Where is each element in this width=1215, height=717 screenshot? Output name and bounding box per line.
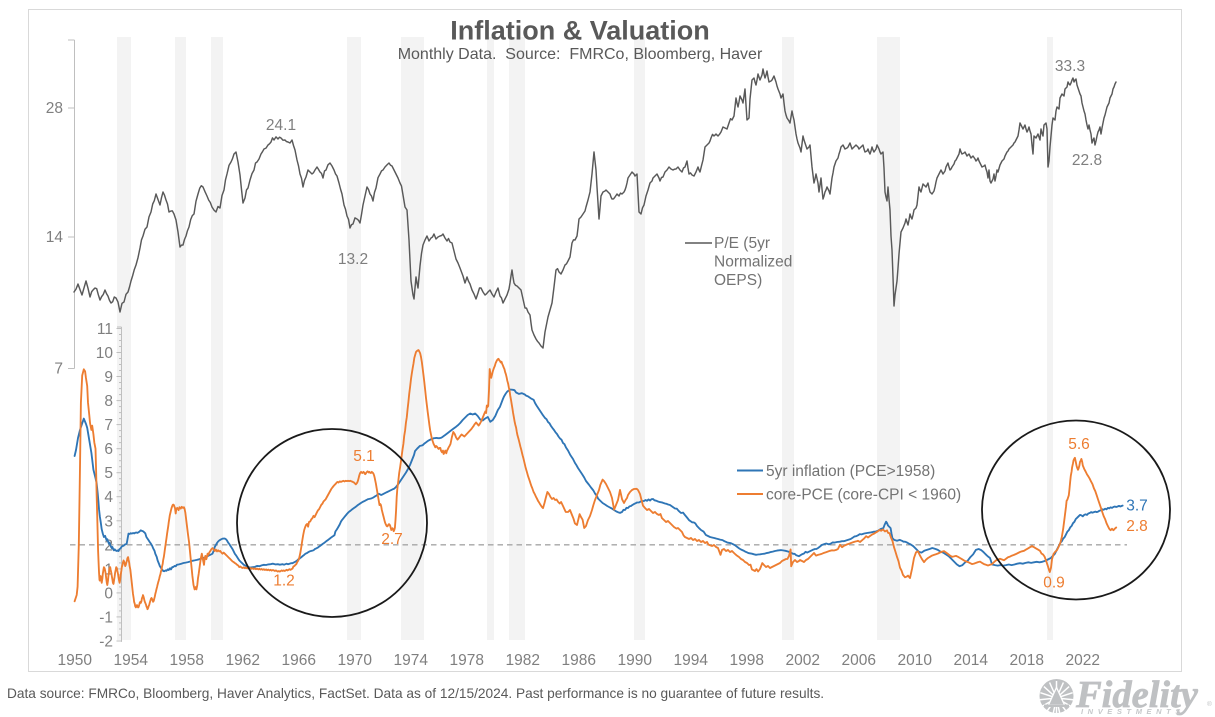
svg-text:9: 9 xyxy=(104,369,113,386)
svg-text:1962: 1962 xyxy=(226,652,260,669)
svg-text:1982: 1982 xyxy=(506,652,540,669)
svg-text:2018: 2018 xyxy=(1010,652,1044,669)
svg-text:5: 5 xyxy=(104,465,113,482)
svg-text:2022: 2022 xyxy=(1066,652,1100,669)
svg-text:1966: 1966 xyxy=(282,652,316,669)
svg-text:0: 0 xyxy=(104,585,113,602)
svg-text:7: 7 xyxy=(54,361,63,378)
svg-text:7: 7 xyxy=(104,417,113,434)
svg-text:1998: 1998 xyxy=(730,652,764,669)
svg-text:1950: 1950 xyxy=(58,652,93,669)
svg-text:-2: -2 xyxy=(99,634,113,651)
svg-text:1994: 1994 xyxy=(674,652,709,669)
svg-text:2010: 2010 xyxy=(898,652,933,669)
svg-text:22.8: 22.8 xyxy=(1072,152,1102,169)
svg-text:2.8: 2.8 xyxy=(1126,518,1148,535)
svg-text:1954: 1954 xyxy=(114,652,149,669)
svg-text:Data source: FMRCo, Bloomberg,: Data source: FMRCo, Bloomberg, Haver Ana… xyxy=(7,686,824,701)
svg-text:2014: 2014 xyxy=(954,652,989,669)
svg-text:13.2: 13.2 xyxy=(338,251,368,268)
svg-text:2002: 2002 xyxy=(786,652,820,669)
svg-text:core-PCE (core-CPI < 1960): core-PCE (core-CPI < 1960) xyxy=(766,487,961,504)
svg-text:1958: 1958 xyxy=(170,652,204,669)
svg-text:1978: 1978 xyxy=(450,652,484,669)
svg-text:28: 28 xyxy=(46,100,63,117)
svg-text:INVESTMENTS: INVESTMENTS xyxy=(1081,707,1185,716)
svg-text:2: 2 xyxy=(104,537,113,554)
svg-text:10: 10 xyxy=(96,345,114,362)
svg-text:3: 3 xyxy=(104,513,113,530)
svg-text:8: 8 xyxy=(104,393,113,410)
svg-text:-1: -1 xyxy=(99,609,113,626)
svg-text:0.9: 0.9 xyxy=(1043,575,1065,592)
svg-text:11: 11 xyxy=(97,321,113,338)
svg-text:P/E (5yr: P/E (5yr xyxy=(714,235,770,252)
svg-text:1990: 1990 xyxy=(618,652,653,669)
svg-text:OEPS): OEPS) xyxy=(714,272,762,289)
svg-text:5.6: 5.6 xyxy=(1068,436,1090,453)
svg-text:2.7: 2.7 xyxy=(381,531,403,548)
svg-text:24.1: 24.1 xyxy=(266,117,296,134)
svg-text:1986: 1986 xyxy=(562,652,596,669)
svg-text:Fidelity: Fidelity xyxy=(1075,674,1199,716)
svg-text:6: 6 xyxy=(104,441,113,458)
svg-text:3.7: 3.7 xyxy=(1126,498,1148,515)
svg-text:5.1: 5.1 xyxy=(353,448,375,465)
svg-text:1970: 1970 xyxy=(338,652,373,669)
svg-text:5yr inflation (PCE>1958): 5yr inflation (PCE>1958) xyxy=(766,463,935,480)
svg-text:2006: 2006 xyxy=(842,652,876,669)
svg-text:33.3: 33.3 xyxy=(1055,58,1085,75)
svg-text:1.2: 1.2 xyxy=(273,573,295,590)
svg-text:®: ® xyxy=(1207,700,1212,708)
svg-text:14: 14 xyxy=(46,229,64,246)
svg-text:4: 4 xyxy=(104,489,113,506)
svg-text:1974: 1974 xyxy=(394,652,429,669)
svg-text:Normalized: Normalized xyxy=(714,254,792,271)
svg-text:Monthly Data. Source: FMRCo,: Monthly Data. Source: FMRCo, Bloomberg, … xyxy=(398,46,763,63)
svg-text:Inflation & Valuation: Inflation & Valuation xyxy=(450,16,710,46)
